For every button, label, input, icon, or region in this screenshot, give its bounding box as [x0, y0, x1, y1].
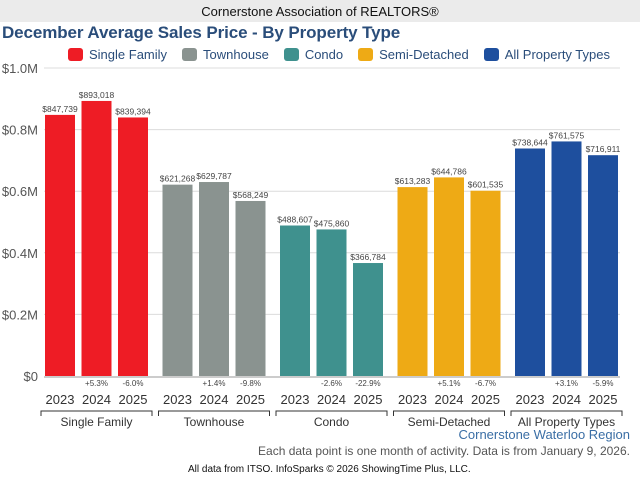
group-bracket [275, 410, 388, 416]
bar-value-label: $568,249 [233, 190, 269, 200]
group-label: Townhouse [184, 415, 245, 429]
group-bracket [510, 410, 623, 416]
x-tick-label: 2025 [119, 392, 148, 407]
y-tick-label: $0.4M [2, 246, 38, 261]
group-label: Semi-Detached [408, 415, 491, 429]
group-bracket [40, 410, 153, 416]
legend-label: Single Family [89, 46, 168, 62]
y-tick-label: $1.0M [2, 61, 38, 76]
group-bracket [158, 410, 270, 416]
bar [235, 200, 266, 376]
association-header: Cornerstone Association of REALTORS® [0, 0, 640, 22]
x-tick-label: 2024 [317, 392, 346, 407]
bar [434, 177, 464, 376]
x-tick-label: 2023 [398, 392, 427, 407]
change-label: +1.4% [203, 379, 226, 388]
bar [353, 263, 383, 376]
group-label: All Property Types [518, 415, 615, 429]
bar-value-label: $488,607 [277, 215, 313, 225]
bar [515, 148, 545, 376]
x-tick-label: 2025 [589, 392, 618, 407]
x-tick-label: 2023 [516, 392, 545, 407]
legend-swatch-condo [283, 47, 299, 61]
bar [199, 182, 229, 376]
x-tick-label: 2023 [281, 392, 310, 407]
change-label: -5.9% [593, 379, 614, 388]
change-label: -6.7% [475, 379, 496, 388]
x-tick-label: 2023 [163, 392, 192, 407]
bar [470, 190, 501, 376]
bar [280, 225, 310, 376]
bar-value-label: $644,786 [431, 166, 467, 176]
legend: Single Family Townhouse Condo Semi-Detac… [68, 45, 625, 63]
bar-value-label: $716,911 [586, 144, 621, 154]
bar-value-label: $629,787 [196, 171, 232, 181]
region-label: Cornerstone Waterloo Region [458, 427, 631, 442]
change-label: -2.6% [321, 379, 342, 388]
legend-swatch-all-property-types [483, 47, 499, 61]
x-tick-label: 2025 [471, 392, 500, 407]
legend-item-townhouse[interactable]: Townhouse [182, 47, 269, 62]
legend-label: Condo [304, 46, 344, 62]
bar [162, 184, 193, 376]
x-tick-label: 2024 [435, 392, 464, 407]
group-bracket [393, 410, 505, 416]
y-tick-label: $0.6M [2, 184, 38, 199]
x-tick-label: 2023 [46, 392, 75, 407]
group-label: Single Family [60, 415, 132, 429]
y-tick-label: $0.8M [2, 123, 38, 138]
bar-value-label: $893,018 [79, 90, 115, 100]
legend-swatch-townhouse [182, 47, 198, 61]
x-tick-label: 2025 [354, 392, 383, 407]
group-label: Condo [314, 415, 350, 429]
change-label: +3.1% [555, 379, 578, 388]
legend-label: Semi-Detached [379, 46, 469, 62]
bar-value-label: $613,283 [395, 176, 431, 186]
bar-value-label: $847,739 [42, 104, 78, 114]
legend-swatch-semi-detached [358, 47, 374, 61]
bar [118, 117, 148, 376]
bar-value-label: $601,535 [468, 180, 504, 190]
legend-swatch-single-family [68, 47, 83, 61]
legend-item-single-family[interactable]: Single Family [68, 47, 167, 62]
bar-value-label: $738,644 [512, 137, 548, 147]
change-label: +5.3% [85, 379, 108, 388]
bar-value-label: $366,784 [350, 252, 386, 262]
chart-title: December Average Sales Price - By Proper… [2, 23, 401, 42]
bar [588, 155, 618, 376]
change-label: -6.0% [123, 379, 144, 388]
legend-item-all-property-types[interactable]: All Property Types [483, 46, 610, 62]
bar-value-label: $761,575 [549, 130, 585, 140]
change-label: +5.1% [438, 379, 461, 388]
data-credit: All data from ITSO. InfoSparks © 2026 Sh… [188, 464, 471, 475]
data-note: Each data point is one month of activity… [258, 444, 630, 458]
bar-value-label: $839,394 [115, 106, 151, 116]
change-label: -22.9% [355, 379, 380, 388]
legend-item-condo[interactable]: Condo [283, 46, 344, 62]
x-tick-label: 2024 [82, 392, 111, 407]
bar [551, 141, 582, 376]
x-tick-label: 2024 [552, 392, 581, 407]
x-tick-label: 2024 [200, 392, 229, 407]
y-tick-label: $0 [24, 369, 38, 384]
bar-value-label: $621,268 [160, 174, 196, 184]
change-label: -9.8% [240, 379, 261, 388]
x-tick-label: 2025 [236, 392, 265, 407]
bar [316, 229, 347, 376]
legend-item-semi-detached[interactable]: Semi-Detached [358, 47, 469, 62]
bar [81, 100, 112, 377]
legend-label: All Property Types [504, 46, 610, 62]
legend-label: Townhouse [203, 46, 269, 62]
y-tick-label: $0.2M [2, 307, 38, 322]
bar [397, 187, 428, 376]
bar [45, 114, 75, 376]
bar-value-label: $475,860 [314, 218, 350, 228]
